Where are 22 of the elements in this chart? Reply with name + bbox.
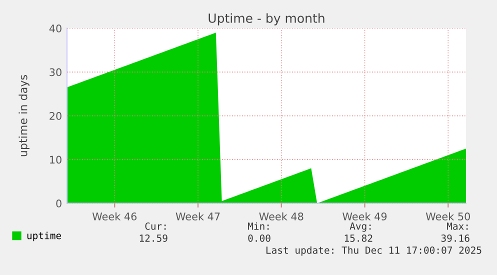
text: Cur: — [145, 222, 166, 230]
y-tick-label: 0 — [56, 200, 62, 208]
x-tick-label: Week 49 — [342, 212, 387, 220]
text: 12.59 — [140, 234, 168, 242]
legend-label: uptime — [27, 232, 62, 242]
x-tick-label: Week 50 — [426, 212, 470, 220]
text: 0.00 — [248, 234, 270, 242]
text: Min: — [248, 222, 269, 230]
x-tick-label: Week 47 — [176, 212, 220, 220]
text: Avg: — [350, 222, 371, 232]
x-tick-label: Week 48 — [259, 212, 304, 220]
text: Last update: Thu Dec 11 17:00:07 2025 — [266, 246, 482, 256]
text: 39.16 — [441, 234, 470, 242]
y-tick-label: 10 — [50, 156, 62, 164]
y-axis-title: uptime in days — [18, 75, 30, 156]
chart-title: Uptime - by month — [208, 13, 324, 26]
y-tick-label: 40 — [49, 24, 62, 32]
x-tick-label: Week 46 — [92, 212, 137, 220]
text: Max: — [446, 222, 468, 230]
text: 15.82 — [344, 234, 372, 242]
y-tick-label: 20 — [50, 112, 62, 120]
y-tick-label: 30 — [50, 68, 62, 76]
